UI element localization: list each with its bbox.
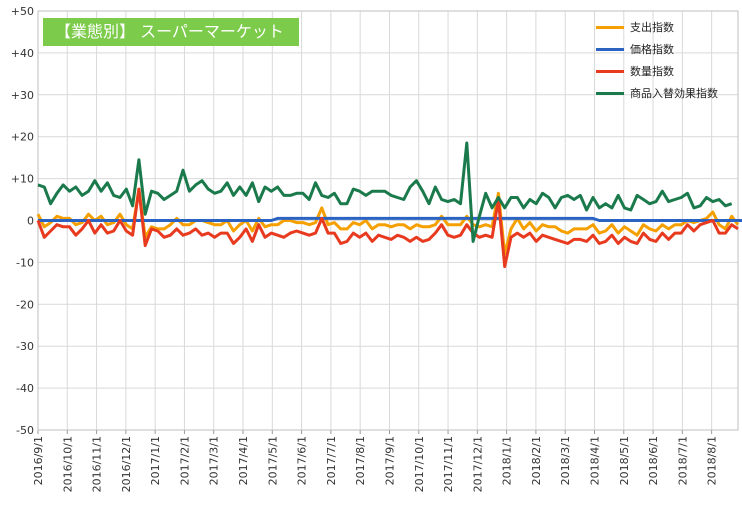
x-tick-label: 2017/11/1 <box>442 436 455 492</box>
series-line-quantity <box>36 187 739 269</box>
series-line-spending <box>36 187 740 256</box>
y-tick-label: -40 <box>16 382 34 395</box>
chart-title: 【業態別】 スーパーマーケット <box>43 18 299 46</box>
x-tick-label: 2018/6/1 <box>647 436 660 485</box>
y-tick-labels: -50 -40 -30 -20 -10 0 +10 +20 +30 +40 +50 <box>11 5 34 437</box>
legend-item-replacement: 商品入替効果指数 <box>596 82 718 104</box>
x-tick-label: 2017/5/1 <box>266 436 279 485</box>
y-tick-label: -30 <box>16 340 34 353</box>
x-tick-label: 2018/4/1 <box>588 436 601 485</box>
legend-label-replacement: 商品入替効果指数 <box>630 87 718 100</box>
legend-item-spending: 支出指数 <box>596 16 718 38</box>
x-tick-label: 2018/3/1 <box>559 436 572 485</box>
x-tick-label: 2016/11/1 <box>91 436 104 492</box>
x-tick-label: 2017/1/1 <box>149 436 162 485</box>
x-tick-label: 2016/10/1 <box>61 436 74 492</box>
series-lines <box>36 141 742 269</box>
legend-swatch-price <box>596 47 624 51</box>
x-tick-label: 2017/6/1 <box>296 436 309 485</box>
legend-label-price: 価格指数 <box>630 43 674 56</box>
y-tick-label: +50 <box>11 5 34 18</box>
x-tick-label: 2017/2/1 <box>178 436 191 485</box>
legend-label-quantity: 数量指数 <box>630 65 674 78</box>
legend-swatch-spending <box>596 25 624 29</box>
legend-item-quantity: 数量指数 <box>596 60 718 82</box>
x-tick-label: 2017/12/1 <box>471 436 484 492</box>
y-tick-label: -20 <box>16 298 34 311</box>
legend: 支出指数 価格指数 数量指数 商品入替効果指数 <box>596 16 718 104</box>
y-tick-label: -10 <box>16 256 34 269</box>
x-tick-label: 2018/1/1 <box>501 436 514 485</box>
series-line-replacement <box>37 141 733 243</box>
y-tick-label: 0 <box>27 215 34 228</box>
x-tick-label: 2016/12/1 <box>120 436 133 492</box>
x-tick-label: 2017/7/1 <box>325 436 338 485</box>
x-tick-label: 2018/2/1 <box>530 436 543 485</box>
x-tick-label: 2017/3/1 <box>208 436 221 485</box>
y-tick-label: +10 <box>11 173 34 186</box>
x-tick-label: 2018/5/1 <box>618 436 631 485</box>
x-tick-label: 2017/10/1 <box>413 436 426 492</box>
legend-label-spending: 支出指数 <box>630 21 674 34</box>
x-tick-label: 2017/4/1 <box>237 436 250 485</box>
x-tick-label: 2017/9/1 <box>383 436 396 485</box>
y-tick-label: -50 <box>16 424 34 437</box>
x-tick-labels: 2016/9/1 2016/10/1 2016/11/1 2016/12/1 2017/… <box>32 436 719 492</box>
legend-swatch-quantity <box>596 69 624 73</box>
x-tick-label: 2018/8/1 <box>706 436 719 485</box>
x-tick-label: 2016/9/1 <box>32 436 45 485</box>
y-tick-label: +30 <box>11 89 34 102</box>
y-tick-label: +20 <box>11 131 34 144</box>
series-line-price <box>38 216 742 222</box>
legend-item-price: 価格指数 <box>596 38 718 60</box>
y-tick-label: +40 <box>11 47 34 60</box>
x-tick-label: 2018/7/1 <box>676 436 689 485</box>
x-tick-label: 2017/8/1 <box>354 436 367 485</box>
legend-swatch-replacement <box>596 91 624 95</box>
